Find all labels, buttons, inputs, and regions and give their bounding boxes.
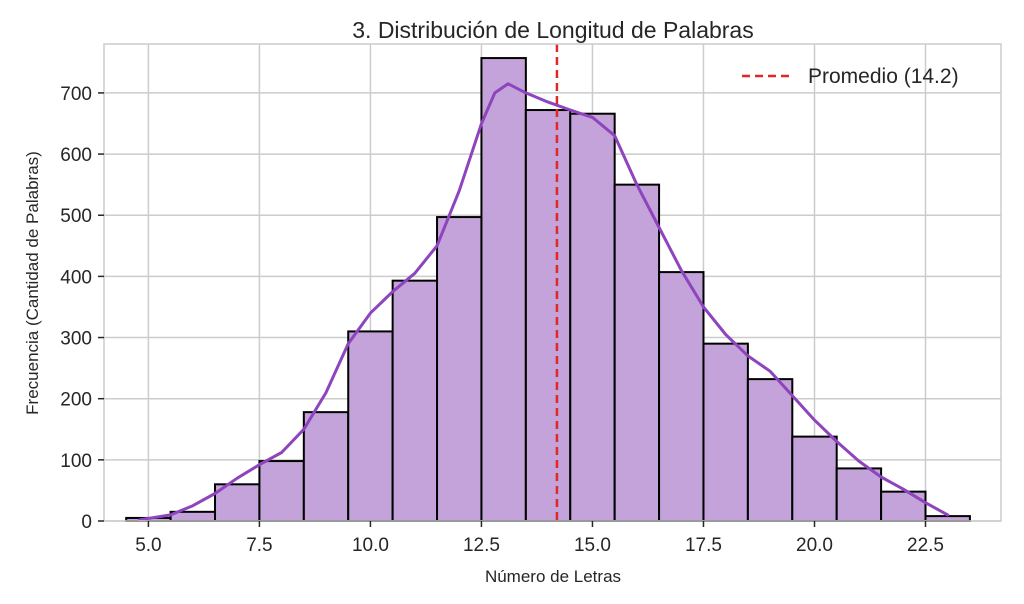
- y-tick-label: 300: [60, 329, 92, 350]
- y-tick-label: 700: [60, 84, 92, 105]
- histogram-bars: [125, 57, 971, 523]
- histogram-bar: [791, 435, 838, 523]
- kde-curve-layer: [138, 82, 950, 522]
- x-tick-label: 7.5: [246, 535, 272, 556]
- y-tick-label: 0: [81, 512, 92, 533]
- histogram-bar: [436, 216, 483, 522]
- y-tick-label: 200: [60, 390, 92, 411]
- histogram-bar: [258, 460, 305, 523]
- histogram-bar: [746, 378, 794, 522]
- y-tick-label: 400: [60, 267, 92, 288]
- histogram-bar: [569, 112, 616, 522]
- y-tick-label: 600: [60, 145, 92, 166]
- legend-mean-label: Promedio (14.2): [808, 65, 959, 88]
- histogram-bar: [480, 57, 527, 522]
- chart-title: 3. Distribución de Longitud de Palabras: [352, 17, 753, 43]
- histogram-bar: [880, 490, 927, 522]
- y-tick-label: 100: [60, 451, 92, 472]
- axis-ticks: 5.0 7.5 10.0 12.5 15.0 17.5 20.0 22.5 0 100 200 300…: [60, 84, 944, 556]
- x-tick-label: 12.5: [463, 535, 500, 556]
- x-tick-label: 15.0: [574, 535, 611, 556]
- histogram-bar: [302, 411, 350, 522]
- histogram-bar: [613, 183, 661, 522]
- plot-frame: [103, 43, 1002, 522]
- legend: Promedio (14.2): [742, 65, 959, 88]
- y-tick-label: 500: [60, 206, 92, 227]
- histogram-bar: [702, 342, 749, 522]
- histogram-bar: [658, 271, 705, 522]
- histogram-bar: [524, 109, 572, 523]
- x-tick-label: 17.5: [685, 535, 722, 556]
- histogram-bar: [347, 330, 394, 522]
- x-axis-label: Número de Letras: [485, 567, 621, 586]
- y-axis-label: Frecuencia (Cantidad de Palabras): [23, 151, 42, 415]
- x-tick-label: 22.5: [907, 535, 944, 556]
- histogram-bar: [835, 467, 883, 522]
- x-tick-label: 10.0: [352, 535, 389, 556]
- kde-curve: [138, 82, 950, 522]
- x-tick-label: 20.0: [796, 535, 833, 556]
- histogram-bar: [391, 279, 439, 522]
- x-tick-label: 5.0: [135, 535, 161, 556]
